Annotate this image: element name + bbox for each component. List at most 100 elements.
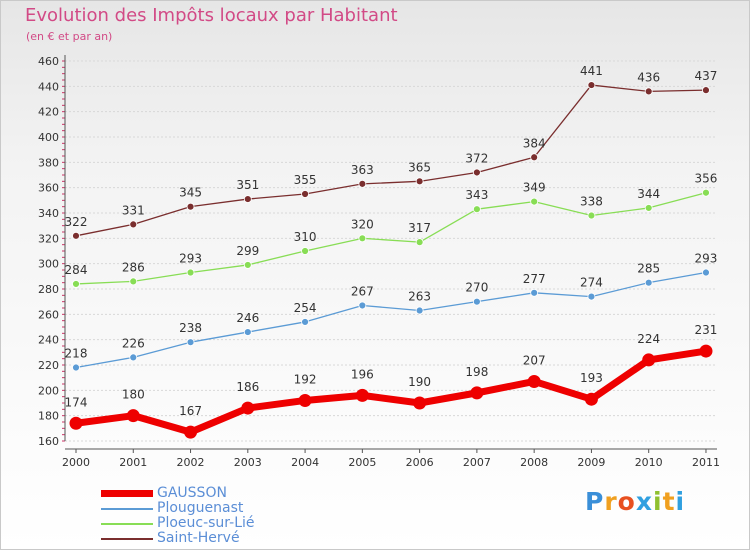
proxiti-logo: Proxiti <box>585 487 685 516</box>
data-label: 344 <box>637 187 660 201</box>
data-point <box>702 268 710 277</box>
data-point <box>530 197 539 206</box>
y-tick-label: 440 <box>38 80 59 93</box>
data-label: 198 <box>465 365 488 379</box>
data-label: 320 <box>351 217 374 231</box>
data-label: 186 <box>236 380 259 394</box>
y-tick-label: 420 <box>38 106 59 119</box>
data-label: 167 <box>179 404 202 418</box>
x-tick-label: 2002 <box>177 456 205 469</box>
logo-letter: i <box>675 487 686 516</box>
data-label: 207 <box>523 353 546 367</box>
data-label: 226 <box>122 336 145 350</box>
y-tick-label: 300 <box>38 258 59 271</box>
data-point <box>355 388 369 402</box>
legend-label-saint-herve: Saint-Hervé <box>157 530 240 546</box>
data-point <box>243 328 252 336</box>
y-tick-label: 220 <box>38 359 59 372</box>
data-label: 293 <box>179 252 202 266</box>
data-point <box>129 220 138 229</box>
data-label: 193 <box>580 371 603 385</box>
x-tick-label: 2009 <box>577 456 605 469</box>
y-tick-label: 260 <box>38 308 59 321</box>
data-label: 317 <box>408 221 431 235</box>
data-point <box>243 261 252 269</box>
data-label: 190 <box>408 375 431 389</box>
data-label: 384 <box>523 136 546 150</box>
data-point <box>184 425 198 439</box>
data-label: 365 <box>408 160 431 174</box>
data-label: 293 <box>695 252 718 266</box>
legend-swatch-ploeuc-sur-lie <box>101 523 153 525</box>
logo-letter: o <box>617 487 636 516</box>
x-tick-label: 2007 <box>463 456 491 469</box>
x-tick-label: 2004 <box>291 456 319 469</box>
data-label: 372 <box>465 151 488 165</box>
x-tick-label: 2011 <box>692 456 720 469</box>
logo-letter: i <box>653 487 663 516</box>
data-point <box>72 280 80 288</box>
data-label: 180 <box>122 388 145 402</box>
data-label: 345 <box>179 186 202 200</box>
data-point <box>69 416 83 430</box>
data-label: 356 <box>695 172 718 186</box>
data-point <box>642 353 656 367</box>
legend-label-plouguenast: Plouguenast <box>157 500 244 516</box>
data-point <box>587 211 596 220</box>
data-label: 218 <box>65 347 88 361</box>
data-label: 338 <box>580 195 603 209</box>
data-point <box>584 392 598 406</box>
data-point <box>358 301 367 310</box>
y-tick-label: 380 <box>38 156 59 169</box>
data-label: 355 <box>294 173 317 187</box>
data-label: 224 <box>637 332 660 346</box>
data-point <box>472 168 481 177</box>
data-label: 174 <box>65 395 88 409</box>
data-label: 349 <box>523 181 546 195</box>
logo-letter: x <box>635 487 653 516</box>
data-label: 351 <box>236 178 259 192</box>
data-point <box>470 386 484 400</box>
legend-label-gausson: GAUSSON <box>157 485 227 501</box>
data-label: 286 <box>122 260 145 274</box>
data-point <box>644 87 653 96</box>
legend-swatch-saint-herve <box>101 538 153 540</box>
logo-letter: P <box>585 487 605 516</box>
data-label: 436 <box>637 70 660 84</box>
data-label: 322 <box>65 215 88 229</box>
data-label: 343 <box>465 188 488 202</box>
x-tick-label: 2006 <box>406 456 434 469</box>
data-label: 231 <box>695 323 718 337</box>
data-point <box>301 318 309 326</box>
data-point <box>243 195 252 203</box>
data-label: 441 <box>580 64 603 78</box>
data-label: 310 <box>294 230 317 244</box>
data-label: 267 <box>351 284 374 298</box>
data-point <box>415 177 424 186</box>
legend-swatch-gausson <box>101 490 153 497</box>
chart-title: Evolution des Impôts locaux par Habitant <box>25 5 398 26</box>
data-point <box>587 81 596 89</box>
data-point <box>72 231 80 240</box>
series-line <box>75 192 707 285</box>
y-tick-label: 320 <box>38 232 59 245</box>
data-label: 285 <box>637 262 660 276</box>
y-tick-label: 400 <box>38 131 59 144</box>
legend-swatch-plouguenast <box>101 508 153 510</box>
data-label: 246 <box>236 311 259 325</box>
data-point <box>129 353 138 362</box>
data-point <box>702 188 710 197</box>
y-tick-label: 240 <box>38 334 59 347</box>
y-tick-label: 280 <box>38 283 59 296</box>
data-point <box>298 393 312 407</box>
data-point <box>186 268 195 277</box>
x-tick-label: 2010 <box>635 456 663 469</box>
data-point <box>72 363 80 372</box>
data-label: 274 <box>580 276 603 290</box>
y-tick-label: 180 <box>38 410 59 423</box>
y-tick-label: 360 <box>38 182 59 195</box>
y-tick-label: 460 <box>38 55 59 68</box>
data-point <box>527 374 541 388</box>
data-point <box>702 86 710 95</box>
